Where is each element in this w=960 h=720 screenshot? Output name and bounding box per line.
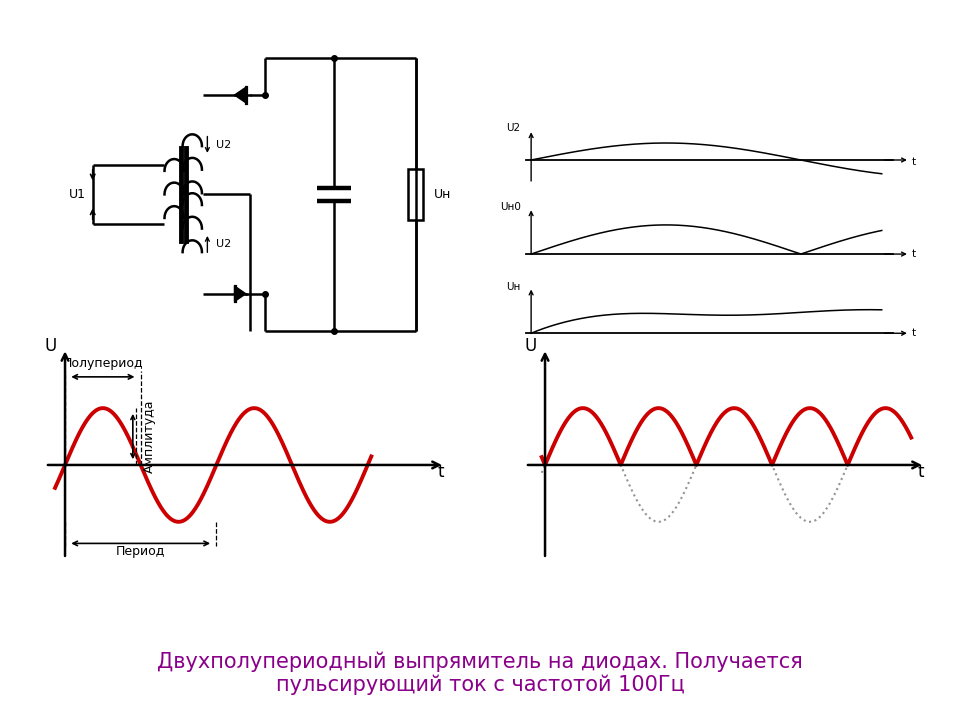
Polygon shape [234,286,246,302]
Text: t: t [918,464,924,482]
Text: U2: U2 [507,123,520,133]
Text: t: t [911,328,915,338]
Text: t: t [911,249,915,259]
Text: U: U [44,337,57,355]
Text: U2: U2 [216,239,231,249]
Text: U: U [524,337,537,355]
Bar [408,168,423,220]
Text: Uн: Uн [506,282,520,292]
Text: U2: U2 [216,140,231,150]
Text: Двухполупериодный выпрямитель на диодах. Получается
пульсирующий ток с частотой : Двухполупериодный выпрямитель на диодах.… [157,651,803,696]
Text: Uн0: Uн0 [500,202,520,212]
Text: t: t [438,464,444,482]
Text: Период: Период [116,545,165,558]
Text: t: t [911,157,915,167]
Text: U1: U1 [69,188,86,201]
Text: Uн: Uн [434,188,451,201]
Text: Полупериод: Полупериод [62,357,143,370]
Text: Амплитуда: Амплитуда [143,400,156,473]
Polygon shape [234,87,246,103]
